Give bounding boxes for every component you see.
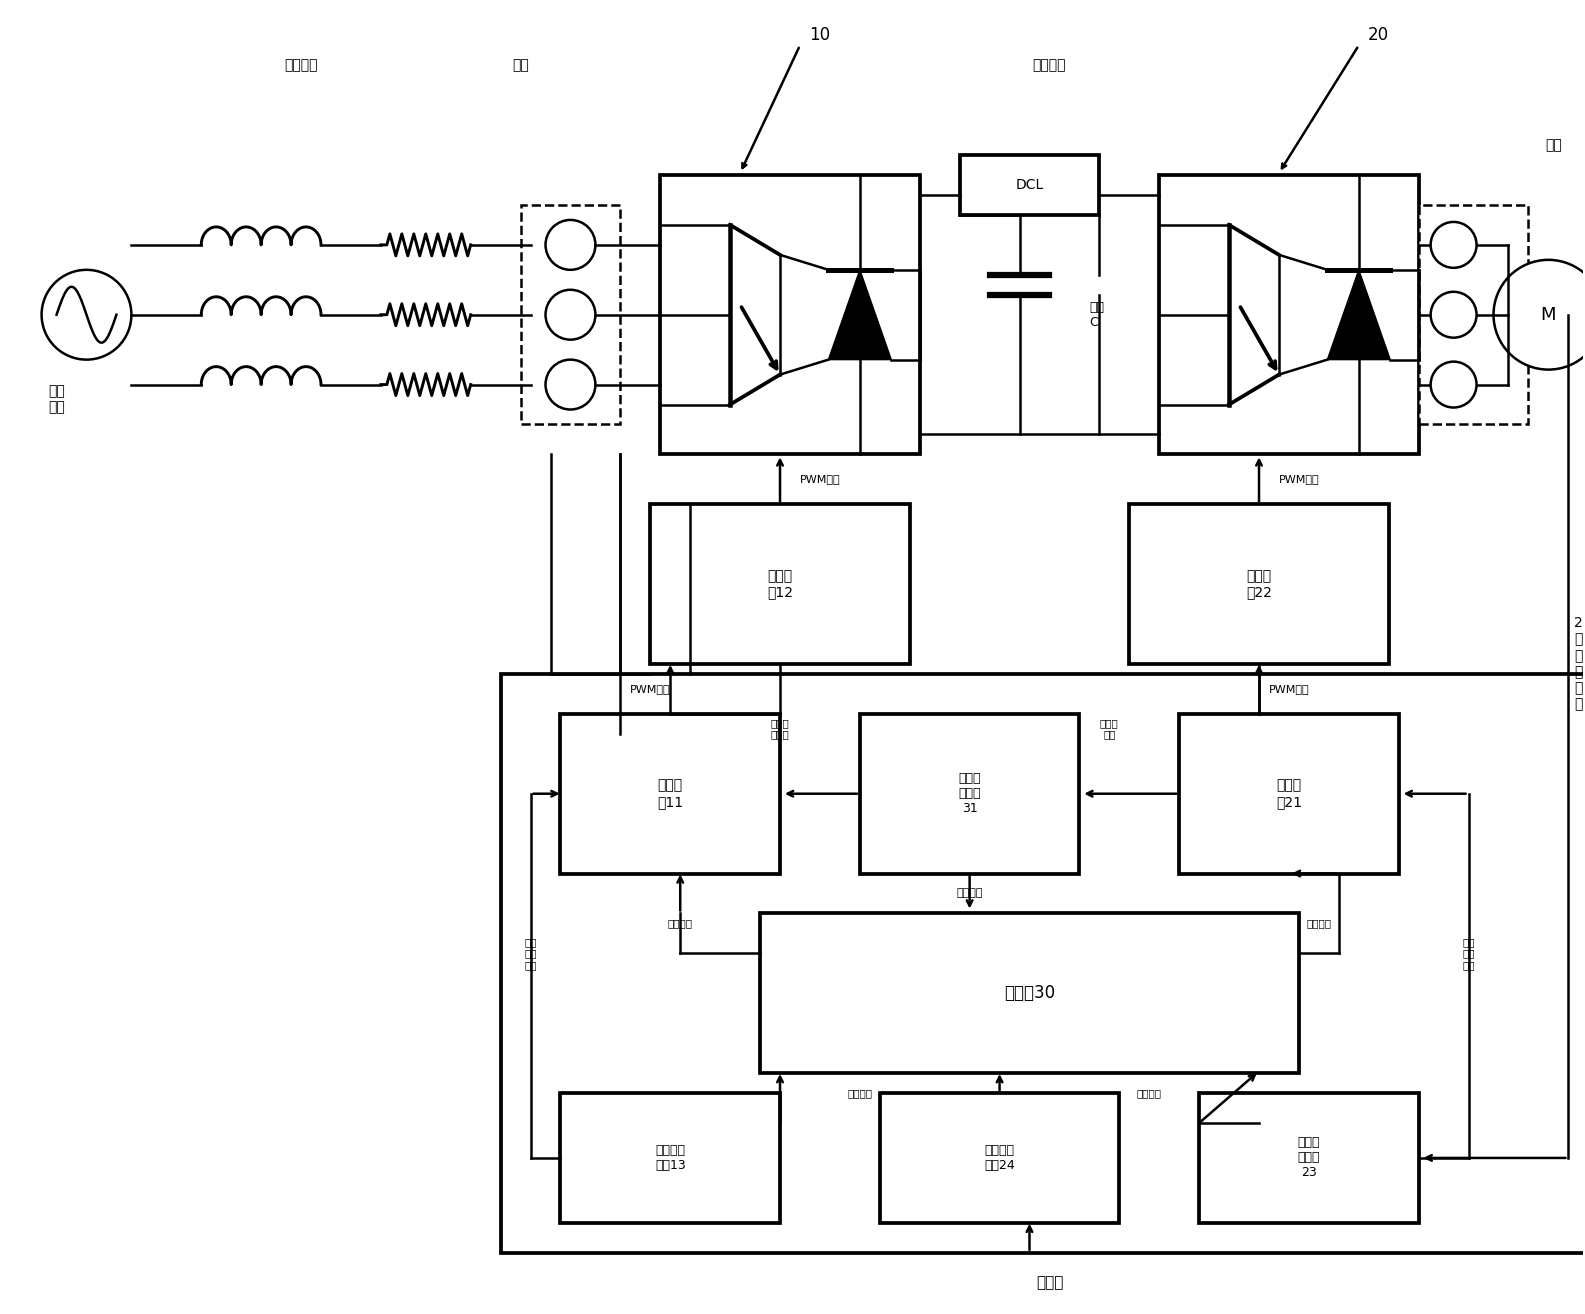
- Circle shape: [545, 290, 596, 340]
- Text: 电网电流: 电网电流: [848, 1088, 872, 1099]
- Text: 控制板: 控制板: [1035, 1275, 1064, 1290]
- Text: 电流反
馈电路
23: 电流反 馈电路 23: [1298, 1137, 1320, 1180]
- Bar: [859, 714, 1079, 874]
- Text: 10: 10: [810, 26, 831, 45]
- Text: 电压保
护信号: 电压保 护信号: [770, 717, 789, 740]
- Circle shape: [545, 360, 596, 410]
- Bar: [650, 505, 910, 664]
- Text: 交流电抗: 交流电抗: [284, 58, 317, 72]
- Text: M: M: [1541, 306, 1556, 323]
- Circle shape: [1431, 361, 1477, 407]
- Circle shape: [1493, 260, 1585, 369]
- Text: 电机: 电机: [1545, 138, 1561, 152]
- Text: 2
路
正
交
脉
冲: 2 路 正 交 脉 冲: [1574, 616, 1583, 711]
- Text: 交流
电源: 交流 电源: [48, 385, 65, 415]
- Bar: [1419, 205, 1528, 424]
- Circle shape: [1431, 292, 1477, 338]
- Bar: [561, 1093, 780, 1223]
- Bar: [1200, 1093, 1419, 1223]
- Text: PWM脉冲: PWM脉冲: [629, 683, 670, 694]
- Text: PWM脉冲: PWM脉冲: [799, 474, 840, 485]
- Bar: [1129, 505, 1388, 664]
- Text: 20: 20: [1368, 26, 1390, 45]
- Bar: [561, 714, 780, 874]
- Text: 驱动电
路12: 驱动电 路12: [767, 569, 792, 599]
- Bar: [501, 674, 1585, 1252]
- Text: 电压反
馈电路
31: 电压反 馈电路 31: [959, 773, 981, 815]
- Text: 集成芯
片11: 集成芯 片11: [658, 779, 683, 809]
- Text: 电流
保护
信号: 电流 保护 信号: [1463, 937, 1474, 970]
- Text: 速度反馈
电路24: 速度反馈 电路24: [984, 1144, 1014, 1172]
- Polygon shape: [829, 269, 891, 360]
- Bar: [1159, 175, 1419, 455]
- Bar: [959, 155, 1100, 215]
- Bar: [1179, 714, 1398, 874]
- Text: 开关时间: 开关时间: [1306, 918, 1331, 929]
- Circle shape: [41, 269, 132, 360]
- Text: 脉冲计
数値: 脉冲计 数値: [1100, 717, 1119, 740]
- Bar: [520, 205, 620, 424]
- Circle shape: [1431, 222, 1477, 268]
- Polygon shape: [1327, 269, 1390, 360]
- Bar: [661, 175, 919, 455]
- Text: 电容电压: 电容电压: [956, 888, 983, 899]
- Text: 电机电流: 电机电流: [1136, 1088, 1162, 1099]
- Text: 集成芯
片21: 集成芯 片21: [1276, 779, 1301, 809]
- Text: 电容
C: 电容 C: [1089, 301, 1105, 328]
- Bar: [761, 913, 1300, 1074]
- Text: 电流
保护
信号: 电流 保护 信号: [525, 937, 537, 970]
- Text: PWM脉冲: PWM脉冲: [1268, 683, 1309, 694]
- Text: 驱动电
路22: 驱动电 路22: [1246, 569, 1271, 599]
- Text: 开关时间: 开关时间: [667, 918, 693, 929]
- Text: PWM脉冲: PWM脉冲: [1279, 474, 1319, 485]
- Text: 电流反馈
电路13: 电流反馈 电路13: [655, 1144, 686, 1172]
- Bar: [880, 1093, 1119, 1223]
- Text: 处理器30: 处理器30: [1003, 984, 1056, 1003]
- Text: 电阳: 电阳: [512, 58, 529, 72]
- Text: 直流电抗: 直流电抗: [1033, 58, 1067, 72]
- Text: DCL: DCL: [1016, 177, 1043, 192]
- Circle shape: [545, 219, 596, 269]
